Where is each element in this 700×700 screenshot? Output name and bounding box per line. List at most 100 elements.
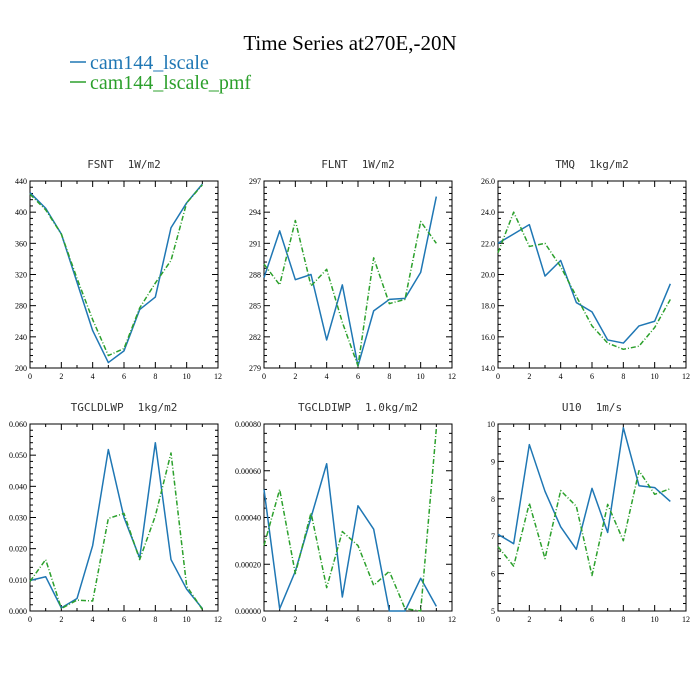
x-tick-label-tmq-2: 4: [559, 372, 563, 381]
panel-title-tgcldiwp: TGCLDIWP 1.0kg/m2: [298, 401, 418, 414]
x-tick-label-u10-3: 6: [590, 615, 594, 624]
legend: cam144_lscale cam144_lscale_pmf: [70, 52, 251, 94]
panel-variable-u10: U10: [562, 401, 582, 414]
series-line-flnt-cam144-lscale: [263, 196, 438, 367]
series-line-tgcldiwp-cam144-lscale: [263, 462, 437, 612]
series-line-tgcldlwp-cam144-lscale-pmf: [29, 452, 203, 610]
y-tick-label-flnt-4: 291: [249, 239, 261, 248]
y-tick-label-tgcldlwp-0: 0.000: [9, 607, 27, 616]
x-tick-label-u10-4: 8: [621, 615, 625, 624]
plot-frame-fsnt: [29, 180, 219, 369]
panel-tgcldiwp: TGCLDIWP 1.0kg/m2 0 2 4 6 8 10 12 0.00000 0.00020 0…: [235, 401, 456, 624]
panels: FSNT 1W/m20 2 4 6 8 10 12200240280320360400440F…: [9, 158, 690, 624]
x-tick-label-tgcldlwp-5: 10: [183, 615, 191, 624]
y-tick-label-flnt-2: 285: [249, 302, 261, 311]
x-tick-label-fsnt-5: 10: [183, 372, 191, 381]
x-tick-label-fsnt-2: 4: [91, 372, 95, 381]
y-tick-label-tmq-2: 18.0: [481, 302, 495, 311]
x-tick-label-tgcldiwp-4: 8: [387, 615, 391, 624]
x-tick-label-tgcldiwp-3: 6: [356, 615, 360, 624]
series-line-fsnt-cam144-lscale: [29, 183, 203, 364]
series-line-tmq-cam144-lscale: [497, 223, 672, 344]
series-line-tgcldiwp-cam144-lscale-pmf: [263, 428, 438, 612]
panel-variable-tmq: TMQ: [555, 158, 575, 171]
y-tick-label-fsnt-1: 240: [15, 333, 27, 342]
x-tick-label-flnt-6: 12: [448, 372, 456, 381]
y-tick-label-tmq-6: 26.0: [481, 177, 495, 186]
x-tick-label-flnt-3: 6: [356, 372, 360, 381]
y-tick-label-fsnt-4: 360: [15, 239, 27, 248]
x-tick-label-u10-0: 0: [496, 615, 500, 624]
panel-title-flnt: FLNT 1W/m2: [321, 158, 395, 171]
x-tick-label-fsnt-4: 8: [153, 372, 157, 381]
y-tick-label-tgcldiwp-4: 0.00080: [235, 420, 261, 429]
y-tick-label-u10-5: 10: [487, 420, 495, 429]
y-tick-label-fsnt-6: 440: [15, 177, 27, 186]
panel-units-flnt: 1W/m2: [362, 158, 395, 171]
x-tick-label-tgcldlwp-1: 2: [59, 615, 63, 624]
x-tick-label-flnt-1: 2: [293, 372, 297, 381]
y-tick-label-fsnt-2: 280: [15, 302, 27, 311]
panel-units-tgcldiwp: 1.0kg/m2: [365, 401, 418, 414]
x-tick-label-u10-6: 12: [682, 615, 690, 624]
panel-units-fsnt: 1W/m2: [128, 158, 161, 171]
x-tick-label-flnt-2: 4: [325, 372, 329, 381]
y-tick-label-fsnt-0: 200: [15, 364, 27, 373]
y-tick-label-fsnt-3: 320: [15, 271, 27, 280]
panel-variable-tgcldiwp: TGCLDIWP: [298, 401, 351, 414]
series-line-u10-cam144-lscale-pmf: [497, 470, 671, 577]
series-line-tgcldlwp-cam144-lscale: [29, 441, 203, 609]
y-tick-label-flnt-6: 297: [249, 177, 261, 186]
panel-tgcldlwp: TGCLDLWP 1kg/m2 0 2 4 6 8 10 12 0.000 0.010 0.020 0.…: [9, 401, 222, 624]
y-tick-label-u10-1: 6: [491, 570, 495, 579]
x-tick-label-tgcldlwp-3: 6: [122, 615, 126, 624]
x-tick-label-fsnt-6: 12: [214, 372, 222, 381]
x-tick-label-tgcldlwp-2: 4: [91, 615, 95, 624]
x-tick-label-tmq-4: 8: [621, 372, 625, 381]
panel-title-tgcldlwp: TGCLDLWP 1kg/m2: [71, 401, 178, 414]
series-line-tmq-cam144-lscale-pmf: [497, 211, 671, 351]
x-tick-label-flnt-5: 10: [417, 372, 425, 381]
y-tick-label-tgcldiwp-0: 0.00000: [235, 607, 261, 616]
x-tick-label-tmq-6: 12: [682, 372, 690, 381]
y-tick-label-u10-2: 7: [491, 532, 495, 541]
x-tick-label-tgcldiwp-5: 10: [417, 615, 425, 624]
series-line-u10-cam144-lscale: [497, 426, 671, 551]
panel-variable-tgcldlwp: TGCLDLWP: [71, 401, 124, 414]
panel-tmq: TMQ 1kg/m2 0 2 4 6 8 10 12 14.0 16.0 18.0 20.0 22.0 24…: [481, 158, 690, 381]
x-tick-label-fsnt-1: 2: [59, 372, 63, 381]
y-tick-label-tgcldlwp-2: 0.020: [9, 545, 27, 554]
panel-title-u10: U10 1m/s: [562, 401, 622, 414]
x-tick-label-tgcldlwp-0: 0: [28, 615, 32, 624]
legend-label-cam144-lscale: cam144_lscale: [90, 52, 209, 74]
series-line-fsnt-cam144-lscale-pmf: [29, 184, 203, 357]
x-tick-label-flnt-4: 8: [387, 372, 391, 381]
x-tick-label-u10-5: 10: [651, 615, 659, 624]
panel-units-tmq: 1kg/m2: [589, 158, 629, 171]
y-tick-label-tgcldlwp-5: 0.050: [9, 451, 27, 460]
panel-u10: U10 1m/s 0 2 4 6 8 10 12 5 6 7 8 9 10: [487, 401, 690, 624]
y-tick-label-tmq-4: 22.0: [481, 239, 495, 248]
y-tick-label-tgcldiwp-2: 0.00040: [235, 514, 261, 523]
x-tick-label-fsnt-0: 0: [28, 372, 32, 381]
x-tick-label-tgcldiwp-2: 4: [325, 615, 329, 624]
x-tick-label-tgcldiwp-0: 0: [262, 615, 266, 624]
x-tick-label-tgcldiwp-1: 2: [293, 615, 297, 624]
x-tick-label-tmq-3: 6: [590, 372, 594, 381]
figure-title: Time Series at270E,-20N: [243, 31, 456, 55]
y-tick-label-flnt-5: 294: [249, 208, 261, 217]
panel-variable-fsnt: FSNT: [87, 158, 114, 171]
series-line-flnt-cam144-lscale-pmf: [263, 219, 437, 367]
plot-frame-tmq: [497, 180, 687, 369]
y-tick-label-u10-0: 5: [491, 607, 495, 616]
x-tick-label-u10-2: 4: [559, 615, 563, 624]
plot-frame-flnt: [263, 180, 453, 369]
panel-variable-flnt: FLNT: [321, 158, 348, 171]
y-tick-label-tgcldlwp-4: 0.040: [9, 482, 27, 491]
plot-frame-u10: [497, 423, 687, 612]
y-tick-label-u10-3: 8: [491, 495, 495, 504]
x-tick-label-tgcldlwp-6: 12: [214, 615, 222, 624]
panel-units-u10: 1m/s: [596, 401, 623, 414]
y-tick-label-flnt-0: 279: [249, 364, 261, 373]
